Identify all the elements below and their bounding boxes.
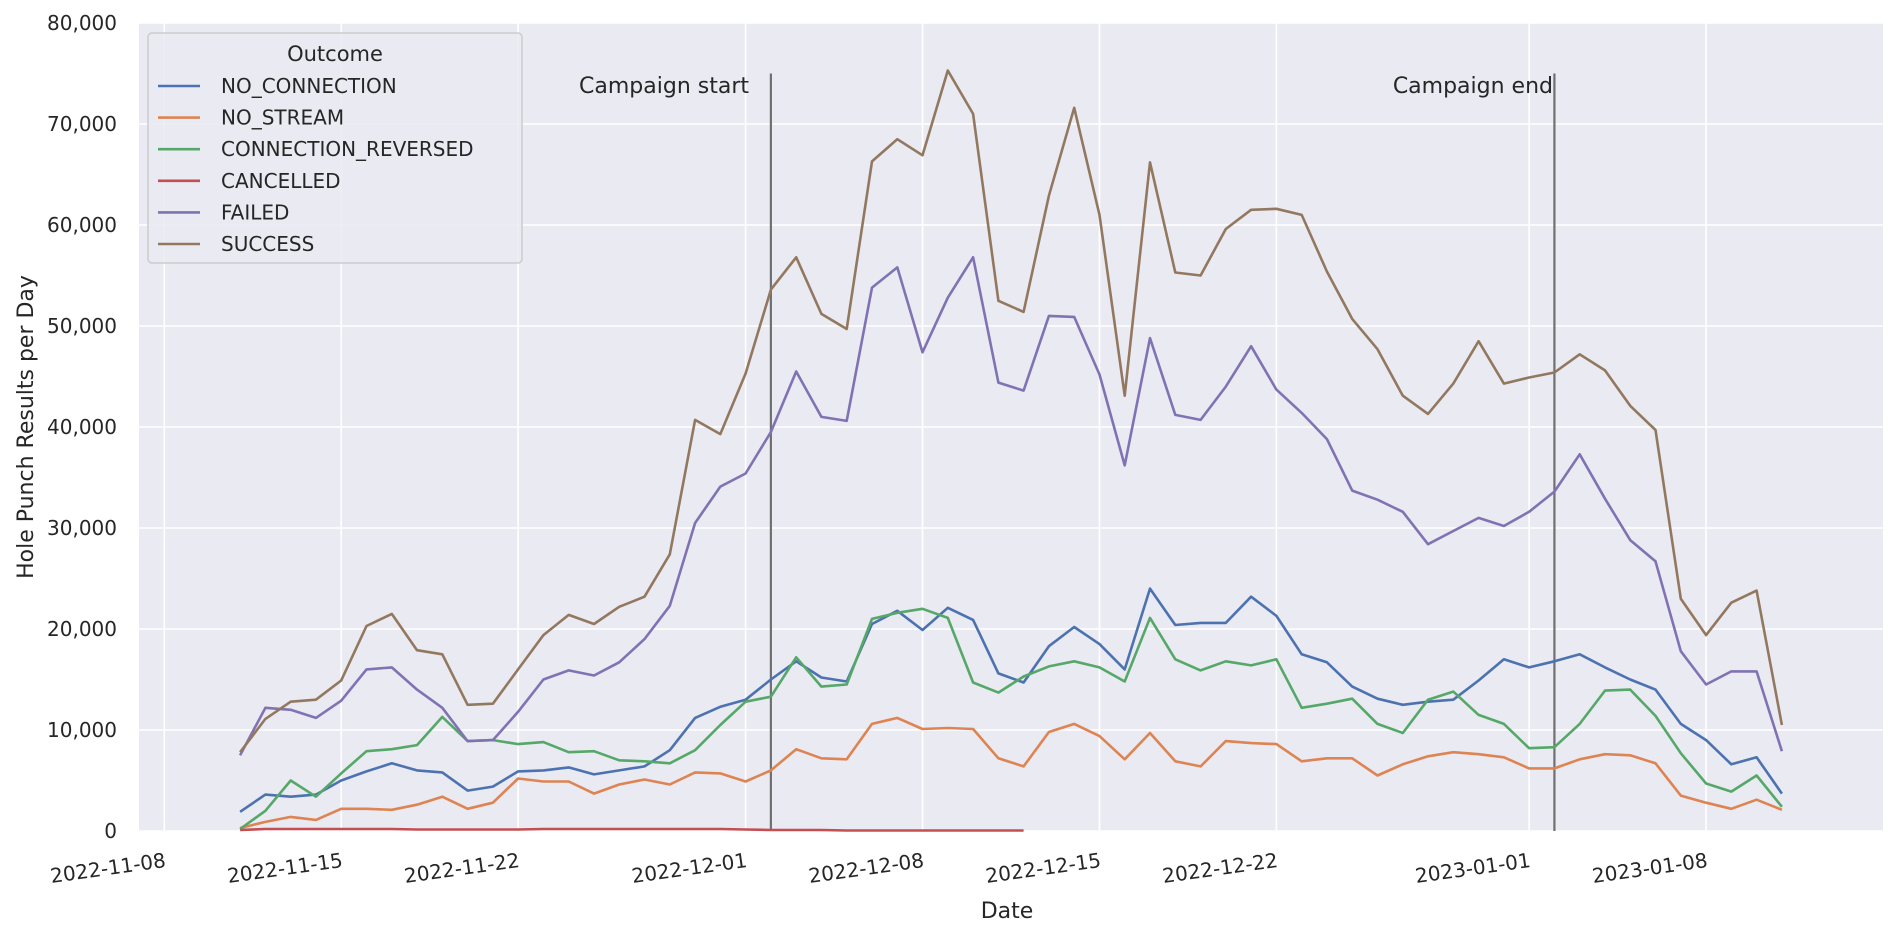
x-tick-label: 2022-11-15: [226, 848, 344, 888]
y-tick-label: 20,000: [47, 617, 117, 641]
y-tick-label: 10,000: [47, 718, 117, 742]
y-tick-label: 50,000: [47, 314, 117, 338]
x-tick-label: 2022-12-08: [807, 848, 925, 888]
legend-items: NO_CONNECTION NO_STREAM CONNECTION_REVERSE…: [158, 74, 474, 256]
y-tick-label: 80,000: [47, 11, 117, 35]
y-tick-label: 0: [104, 819, 117, 843]
campaign-lines: [769, 73, 1556, 831]
x-axis-ticks: 2022-11-08 2022-11-15 2022-11-22 2022-12-01…: [49, 848, 1709, 888]
legend-label-connection-reversed: CONNECTION_REVERSED: [221, 137, 474, 161]
campaign-start-label: Campaign start: [579, 74, 749, 99]
series-connection-reversed: [239, 607, 1783, 831]
x-axis-title: Date: [981, 899, 1034, 924]
legend-box: [147, 32, 523, 264]
series-lines: [238, 69, 1784, 832]
y-axis-title: Hole Punch Results per Day: [14, 275, 39, 579]
campaign-end-label: Campaign end: [1393, 74, 1553, 99]
y-tick-label: 60,000: [47, 213, 117, 237]
y-tick-label: 30,000: [47, 516, 117, 540]
legend: Outcome NO_CONNECTION NO_STREAM CONNECTION…: [147, 32, 523, 264]
series-success: [239, 69, 1784, 753]
campaign-labels: Campaign start Campaign end: [579, 74, 1553, 99]
series-cancelled: [240, 827, 1024, 832]
series-no-connection: [239, 587, 1783, 813]
legend-label-success: SUCCESS: [221, 232, 314, 256]
x-tick-label: 2022-11-22: [403, 848, 521, 888]
series-failed: [238, 255, 1784, 756]
legend-label-no-stream: NO_STREAM: [221, 106, 344, 130]
x-tick-label: 2022-12-22: [1161, 848, 1279, 888]
x-tick-label: 2023-01-08: [1591, 848, 1709, 888]
y-tick-label: 40,000: [47, 415, 117, 439]
x-tick-label: 2022-11-08: [49, 848, 167, 888]
x-tick-label: 2022-12-01: [630, 848, 748, 888]
legend-label-cancelled: CANCELLED: [221, 169, 341, 193]
legend-title: Outcome: [287, 42, 383, 66]
y-tick-label: 70,000: [47, 112, 117, 136]
legend-label-no-connection: NO_CONNECTION: [221, 74, 397, 98]
legend-label-failed: FAILED: [221, 200, 289, 224]
y-axis-ticks: 0 10,000 20,000 30,000 40,000 50,000 60,000 70,…: [47, 11, 117, 843]
x-tick-label: 2023-01-01: [1414, 848, 1532, 888]
x-tick-label: 2022-12-15: [984, 848, 1102, 888]
series-no-stream: [239, 716, 1783, 830]
